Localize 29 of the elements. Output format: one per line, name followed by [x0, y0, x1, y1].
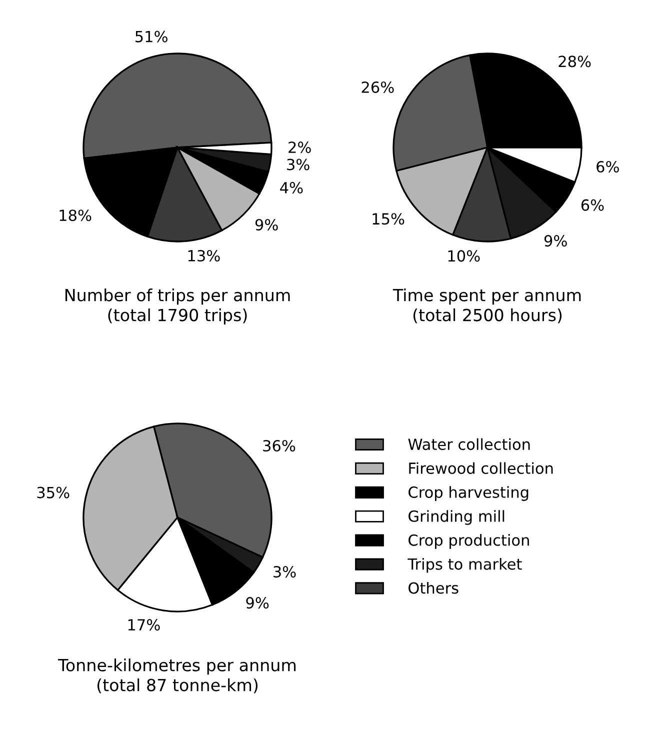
- text: Number of trips per annum (total 1790 trips): [65, 288, 290, 325]
- text: Time spent per annum (total 2500 hours): [392, 288, 581, 324]
- text: Tonne-kilometres per annum (total 87 tonne-km): [58, 658, 296, 694]
- data-label: 51%: [136, 30, 168, 42]
- data-label: 9%: [246, 597, 269, 609]
- legend-label: Crop production: [408, 534, 529, 549]
- data-label: 13%: [188, 250, 220, 262]
- data-label: 15%: [372, 213, 404, 225]
- data-label: 35%: [37, 486, 70, 498]
- data-label: 9%: [255, 218, 278, 231]
- data-label: 2%: [288, 142, 311, 154]
- legend-label: Crop harvesting: [408, 486, 528, 501]
- data-label: 17%: [128, 619, 160, 631]
- data-label: 4%: [280, 182, 303, 194]
- data-label: 6%: [596, 160, 619, 173]
- data-label: 28%: [558, 56, 591, 68]
- data-label: 10%: [448, 250, 480, 262]
- data-label: 36%: [263, 440, 296, 452]
- data-label: 3%: [287, 158, 310, 170]
- data-label: 3%: [274, 566, 296, 578]
- data-label: 6%: [581, 199, 604, 211]
- legend-label: Water collection: [408, 438, 530, 450]
- data-label: 26%: [362, 81, 394, 94]
- data-label: 9%: [544, 235, 567, 247]
- legend-label: Others: [408, 582, 458, 594]
- legend-label: Trips to market: [408, 558, 522, 573]
- legend-label: Grinding mill: [408, 510, 504, 525]
- legend-label: Firewood collection: [409, 462, 553, 474]
- data-label: 18%: [60, 210, 92, 222]
